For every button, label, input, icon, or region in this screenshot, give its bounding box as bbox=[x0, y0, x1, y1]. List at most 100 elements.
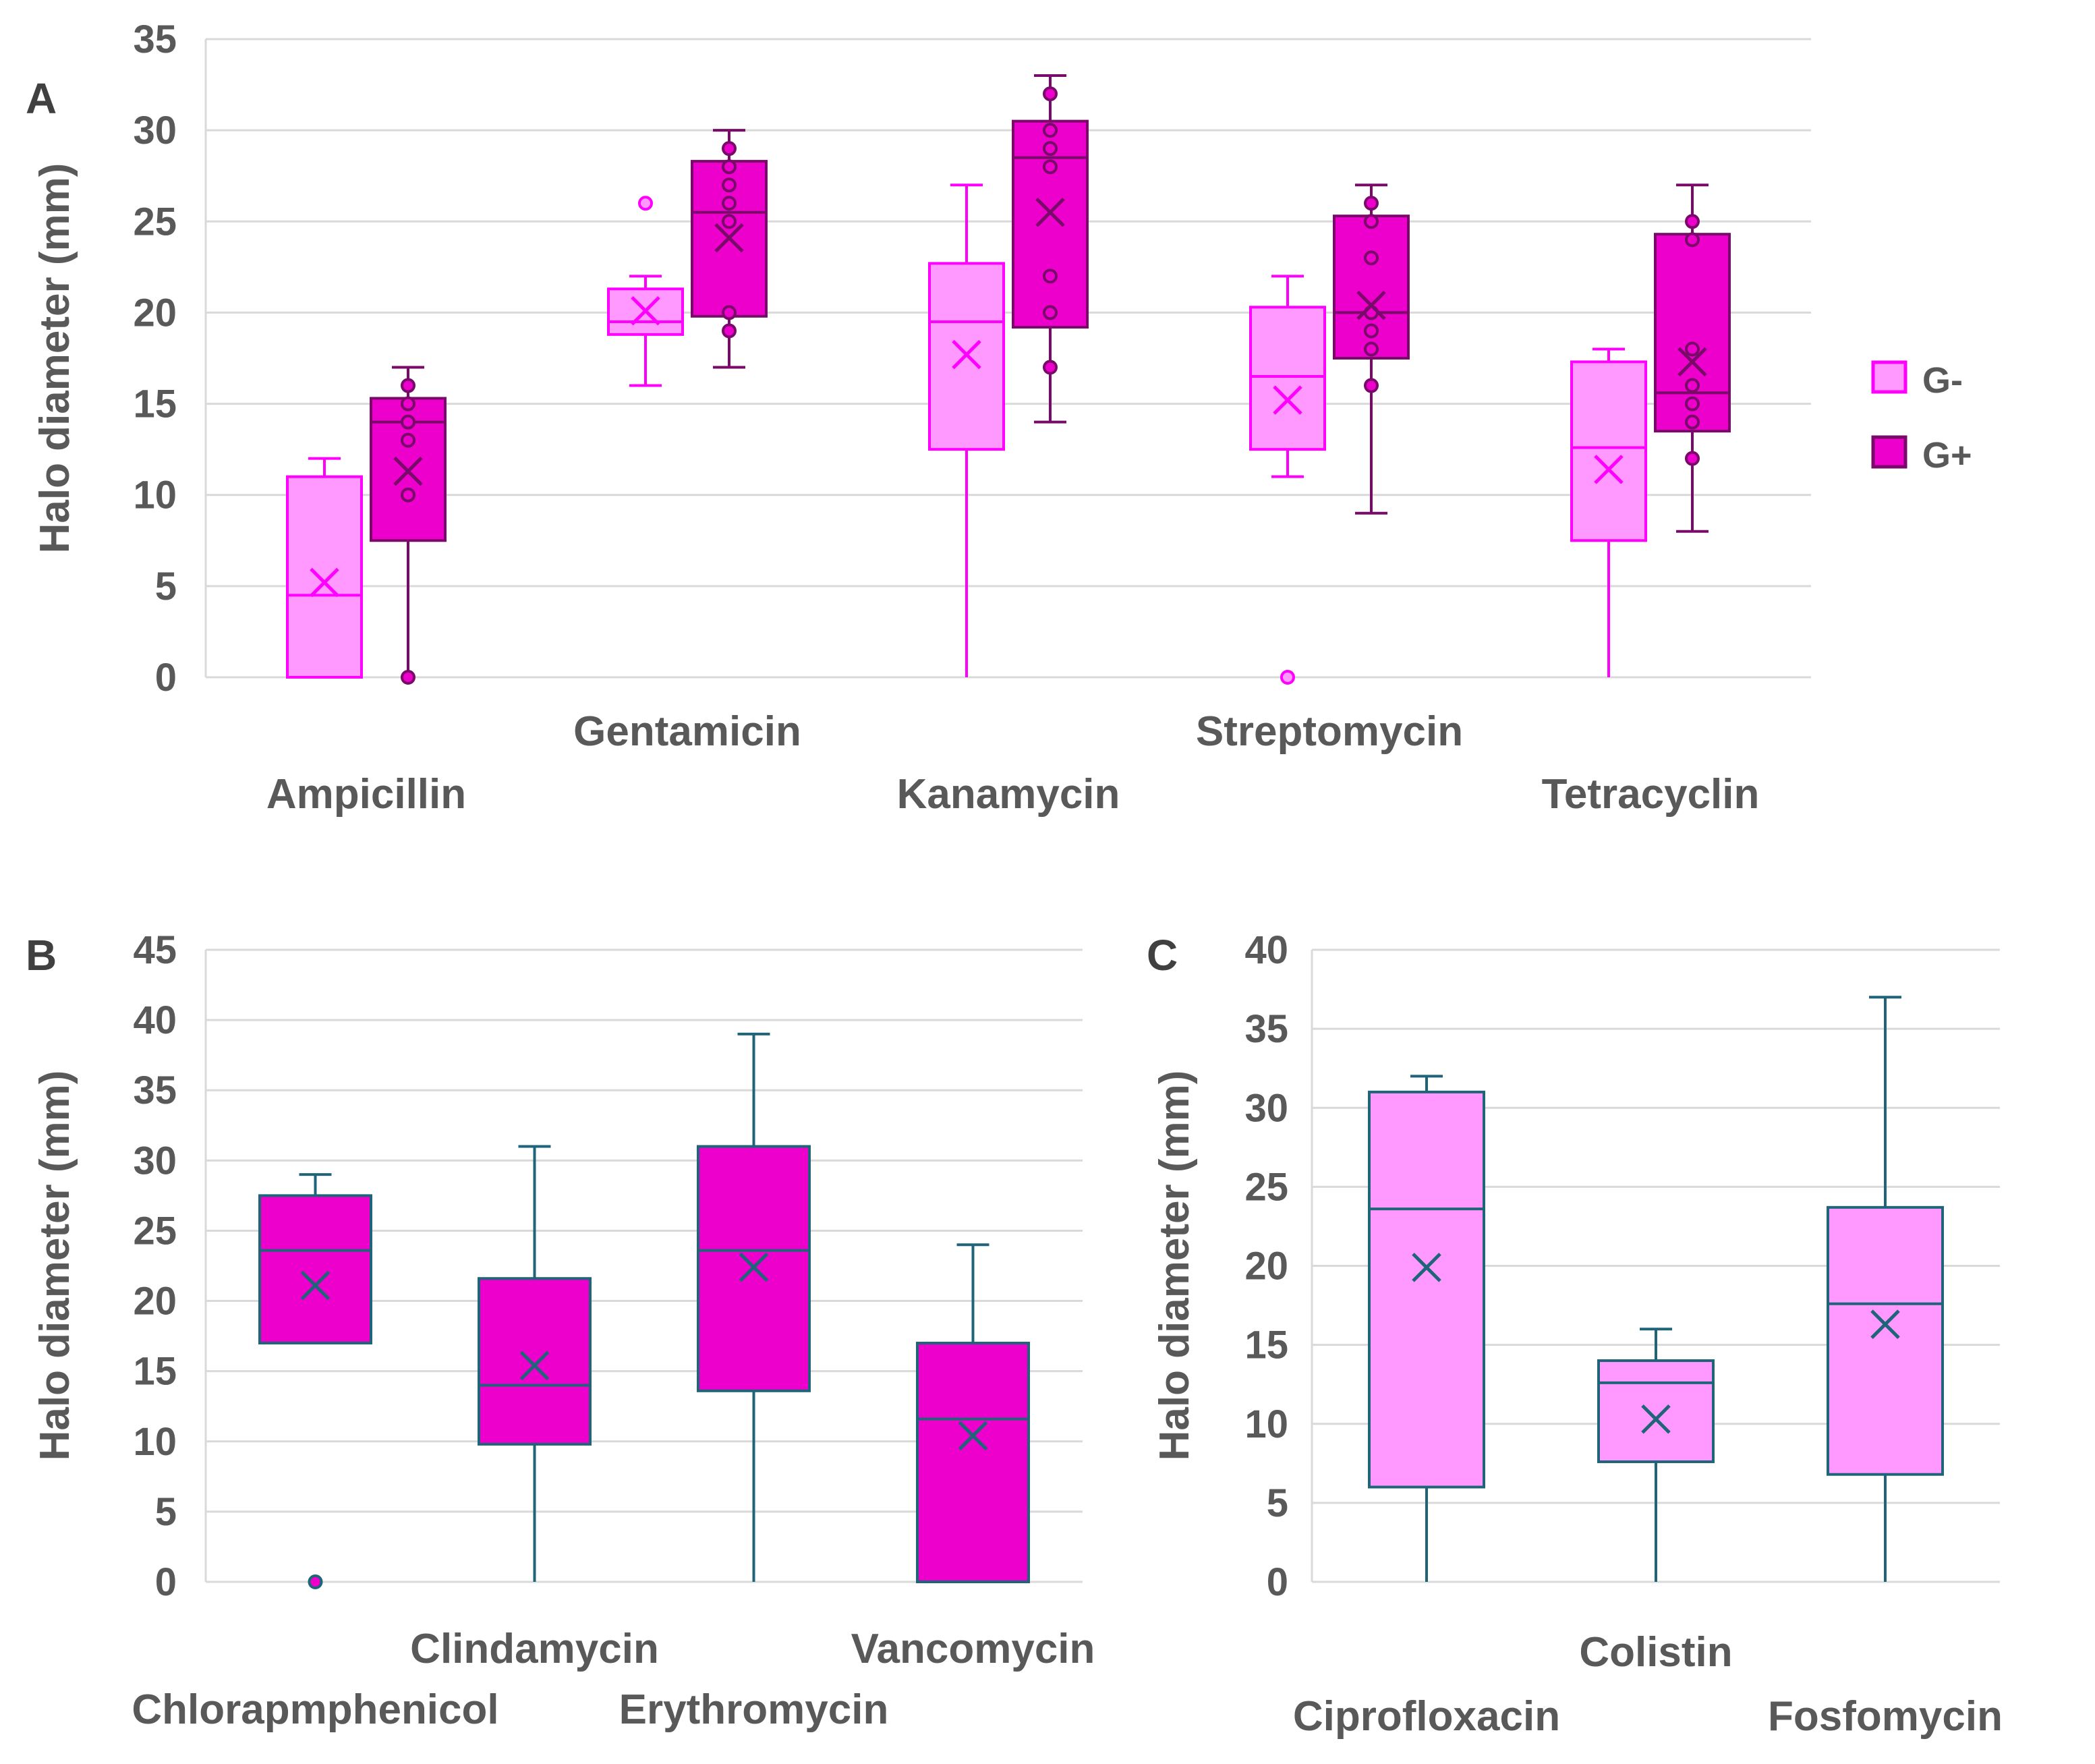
box-clindamycin-g-plus bbox=[478, 1145, 592, 1582]
mean-marker bbox=[1677, 347, 1707, 377]
y-tick-label: 25 bbox=[1244, 1165, 1288, 1209]
y-ticks-b: 0 5 10 15 20 25 30 35 40 45 bbox=[133, 928, 177, 1604]
legend-swatch-g-minus bbox=[1871, 360, 1907, 394]
y-tick-label: 20 bbox=[133, 1280, 177, 1324]
category-label-ciprofloxacin: Ciprofloxacin bbox=[1293, 1693, 1560, 1740]
box-iqr bbox=[478, 1277, 592, 1446]
y-axis-label-a: Halo diameter (mm) bbox=[32, 163, 78, 554]
category-labels-c: Ciprofloxacin Colistin Fosfomycin bbox=[1293, 1629, 2003, 1740]
y-tick-label: 15 bbox=[133, 382, 177, 426]
box-kanamycin-g-minus bbox=[928, 183, 1005, 677]
category-labels-b: Chlorapmphenicol Clindamycin Erythromycin V… bbox=[132, 1626, 1095, 1733]
data-point bbox=[1364, 196, 1379, 211]
data-point bbox=[1364, 323, 1379, 339]
y-tick-label: 5 bbox=[155, 1490, 177, 1534]
category-label-kanamycin: Kanamycin bbox=[897, 771, 1120, 818]
mean-marker bbox=[519, 1350, 550, 1381]
y-tick-label: 25 bbox=[133, 200, 177, 244]
y-tick-label: 35 bbox=[133, 18, 177, 61]
mean-marker bbox=[1356, 290, 1386, 320]
box-iqr bbox=[1368, 1090, 1485, 1489]
box-iqr bbox=[258, 1194, 372, 1345]
y-ticks-a: 0 5 10 15 20 25 30 35 bbox=[133, 18, 177, 700]
data-point bbox=[722, 214, 737, 229]
boxes-b bbox=[258, 1032, 1030, 1589]
category-label-erythromycin: Erythromycin bbox=[619, 1686, 889, 1733]
box-gentamicin-g-minus bbox=[607, 196, 684, 387]
data-point bbox=[1685, 451, 1700, 466]
box-iqr bbox=[1597, 1359, 1715, 1463]
box-tetracyclin-g-minus bbox=[1570, 347, 1647, 677]
data-point bbox=[722, 177, 737, 193]
mean-marker bbox=[300, 1270, 331, 1301]
y-tick-label: 30 bbox=[133, 1139, 177, 1183]
panel-a: A Halo diameter (mm) 0 5 10 15 20 25 30 35 Ampi… bbox=[26, 18, 1972, 818]
box-kanamycin-g-plus bbox=[1012, 74, 1089, 424]
grid-a bbox=[204, 38, 1811, 679]
outlier-point bbox=[638, 196, 653, 211]
data-point bbox=[1043, 305, 1058, 320]
mean-marker bbox=[393, 456, 423, 486]
data-point bbox=[401, 432, 415, 448]
y-tick-label: 30 bbox=[1244, 1086, 1288, 1130]
mean-marker bbox=[714, 223, 744, 253]
data-point bbox=[1685, 341, 1700, 357]
data-point bbox=[401, 378, 415, 393]
mean-marker bbox=[1412, 1253, 1441, 1282]
box-ampicillin-g-minus bbox=[286, 457, 363, 679]
panel-b: B Halo diameter (mm) 051015202530354045 … bbox=[26, 928, 1095, 1733]
box-vancomycin-g-plus bbox=[916, 1243, 1030, 1583]
y-tick-label: 40 bbox=[1244, 928, 1288, 972]
boxes-a bbox=[286, 74, 1731, 685]
mean-marker bbox=[310, 567, 339, 598]
box-streptomycin-g-minus bbox=[1249, 275, 1326, 685]
mean-marker bbox=[1273, 385, 1302, 415]
data-point bbox=[401, 396, 415, 411]
data-point bbox=[1364, 214, 1379, 229]
y-tick-label: 35 bbox=[133, 1069, 177, 1112]
category-label-tetracyclin: Tetracyclin bbox=[1542, 771, 1760, 818]
panel-label-a: A bbox=[26, 74, 57, 123]
data-point bbox=[1043, 159, 1058, 175]
y-tick-label: 0 bbox=[155, 656, 177, 700]
category-label-fosfomycin: Fosfomycin bbox=[1768, 1693, 2003, 1740]
data-point bbox=[1364, 250, 1379, 266]
panel-label-c: C bbox=[1147, 931, 1178, 979]
data-point bbox=[1685, 378, 1700, 393]
data-point bbox=[722, 159, 737, 175]
y-tick-label: 5 bbox=[155, 565, 177, 608]
box-streptomycin-g-plus bbox=[1333, 183, 1410, 515]
box-erythromycin-g-plus bbox=[697, 1032, 811, 1582]
mean-marker bbox=[952, 339, 981, 370]
data-point bbox=[401, 414, 415, 430]
data-point bbox=[722, 196, 737, 211]
box-ampicillin-g-plus bbox=[370, 366, 447, 685]
legend-swatch-g-plus bbox=[1871, 435, 1907, 469]
y-tick-label: 40 bbox=[133, 998, 177, 1042]
data-point bbox=[1043, 141, 1058, 157]
y-tick-label: 0 bbox=[155, 1560, 177, 1604]
legend-label-g-plus: G+ bbox=[1922, 435, 1972, 476]
category-label-vancomycin: Vancomycin bbox=[851, 1626, 1095, 1672]
y-tick-label: 10 bbox=[133, 474, 177, 517]
data-point bbox=[1043, 86, 1058, 102]
mean-marker bbox=[631, 295, 660, 326]
data-point bbox=[1685, 414, 1700, 430]
box-gentamicin-g-plus bbox=[691, 129, 768, 369]
y-tick-label: 0 bbox=[1267, 1560, 1288, 1604]
mean-marker bbox=[958, 1421, 988, 1451]
box-iqr bbox=[1827, 1205, 1944, 1476]
y-axis-label-b: Halo diameter (mm) bbox=[32, 1071, 78, 1461]
category-label-ampicillin: Ampicillin bbox=[266, 771, 466, 818]
y-tick-label: 10 bbox=[133, 1420, 177, 1464]
y-tick-label: 30 bbox=[133, 109, 177, 152]
mean-marker bbox=[1594, 455, 1624, 484]
data-point bbox=[1043, 123, 1058, 138]
legend-label-g-minus: G- bbox=[1922, 360, 1963, 401]
data-point bbox=[1685, 396, 1700, 411]
data-point bbox=[722, 323, 737, 339]
y-tick-label: 10 bbox=[1244, 1402, 1288, 1446]
y-tick-label: 45 bbox=[133, 928, 177, 972]
box-iqr bbox=[286, 475, 363, 679]
